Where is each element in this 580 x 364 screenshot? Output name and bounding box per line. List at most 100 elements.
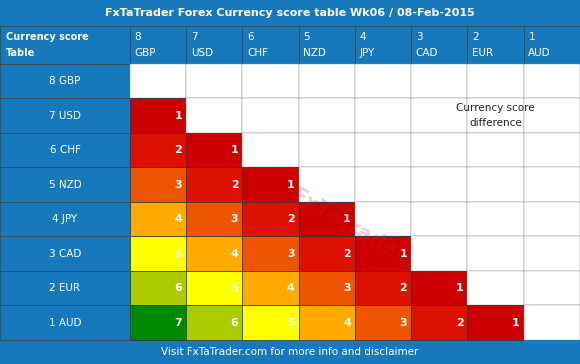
Text: 1: 1 bbox=[456, 283, 463, 293]
Bar bbox=[355, 167, 411, 202]
Text: 6: 6 bbox=[230, 318, 238, 328]
Text: CHF: CHF bbox=[247, 48, 268, 58]
Bar bbox=[130, 305, 186, 340]
Text: 2: 2 bbox=[231, 180, 238, 190]
Bar bbox=[130, 98, 186, 133]
Bar bbox=[299, 237, 355, 271]
Text: 2: 2 bbox=[400, 283, 407, 293]
Text: 4: 4 bbox=[230, 249, 238, 259]
Bar bbox=[524, 202, 580, 237]
Text: AUD: AUD bbox=[528, 48, 551, 58]
Text: Currency score: Currency score bbox=[456, 103, 535, 113]
Text: 7: 7 bbox=[175, 318, 182, 328]
Bar bbox=[355, 202, 411, 237]
Bar bbox=[411, 98, 467, 133]
Bar bbox=[0, 271, 130, 305]
Text: CAD: CAD bbox=[416, 48, 438, 58]
Bar bbox=[299, 133, 355, 167]
Bar bbox=[411, 26, 467, 64]
Text: 3: 3 bbox=[343, 283, 351, 293]
Bar bbox=[524, 133, 580, 167]
Text: 2: 2 bbox=[175, 145, 182, 155]
Text: 8: 8 bbox=[135, 32, 141, 42]
Text: 3: 3 bbox=[287, 249, 295, 259]
Text: 1: 1 bbox=[400, 249, 407, 259]
Bar bbox=[242, 237, 299, 271]
Bar bbox=[355, 64, 411, 98]
Bar bbox=[0, 26, 130, 64]
Bar bbox=[130, 271, 186, 305]
Bar bbox=[355, 98, 411, 133]
Bar bbox=[524, 271, 580, 305]
Bar bbox=[355, 133, 411, 167]
Bar bbox=[186, 237, 242, 271]
Bar bbox=[186, 271, 242, 305]
Bar bbox=[299, 305, 355, 340]
Text: 8 GBP: 8 GBP bbox=[49, 76, 81, 86]
Text: 3 CAD: 3 CAD bbox=[49, 249, 81, 259]
Bar bbox=[242, 271, 299, 305]
Bar bbox=[186, 133, 242, 167]
Bar bbox=[467, 64, 524, 98]
Bar bbox=[524, 26, 580, 64]
Bar bbox=[0, 64, 130, 98]
Bar bbox=[242, 167, 299, 202]
Bar bbox=[467, 26, 524, 64]
Bar bbox=[467, 305, 524, 340]
Text: 1: 1 bbox=[343, 214, 351, 224]
Bar bbox=[467, 271, 524, 305]
Bar bbox=[186, 98, 242, 133]
Bar bbox=[524, 167, 580, 202]
Bar bbox=[0, 340, 580, 364]
Text: 2: 2 bbox=[472, 32, 478, 42]
Text: 4: 4 bbox=[360, 32, 366, 42]
Bar bbox=[0, 0, 580, 26]
Text: 3: 3 bbox=[416, 32, 422, 42]
Text: 5: 5 bbox=[287, 318, 295, 328]
Bar bbox=[467, 202, 524, 237]
Bar bbox=[299, 202, 355, 237]
Text: 5 NZD: 5 NZD bbox=[49, 180, 81, 190]
Bar bbox=[467, 98, 524, 133]
Text: 5: 5 bbox=[175, 249, 182, 259]
Text: USD: USD bbox=[191, 48, 213, 58]
Bar bbox=[130, 26, 186, 64]
Text: 1: 1 bbox=[287, 180, 295, 190]
Bar bbox=[299, 271, 355, 305]
Text: EUR: EUR bbox=[472, 48, 493, 58]
Bar bbox=[130, 64, 186, 98]
Bar bbox=[411, 64, 467, 98]
Bar bbox=[411, 133, 467, 167]
Bar bbox=[524, 305, 580, 340]
Bar bbox=[524, 237, 580, 271]
Text: 6 CHF: 6 CHF bbox=[49, 145, 81, 155]
Bar bbox=[130, 202, 186, 237]
Bar bbox=[186, 305, 242, 340]
Bar bbox=[299, 98, 355, 133]
Bar bbox=[467, 167, 524, 202]
Text: FxTaTrader Forex Currency score table Wk06 / 08-Feb-2015: FxTaTrader Forex Currency score table Wk… bbox=[105, 8, 475, 18]
Text: 2 EUR: 2 EUR bbox=[49, 283, 81, 293]
Bar bbox=[186, 26, 242, 64]
Text: 3: 3 bbox=[231, 214, 238, 224]
Bar bbox=[0, 98, 130, 133]
Text: 2: 2 bbox=[456, 318, 463, 328]
Bar bbox=[524, 98, 580, 133]
Text: 1: 1 bbox=[231, 145, 238, 155]
Text: 6: 6 bbox=[247, 32, 253, 42]
Bar bbox=[524, 64, 580, 98]
Text: GBP: GBP bbox=[135, 48, 156, 58]
Bar bbox=[467, 133, 524, 167]
Bar bbox=[0, 202, 130, 237]
Bar bbox=[355, 271, 411, 305]
Bar bbox=[186, 167, 242, 202]
Bar bbox=[130, 237, 186, 271]
Bar bbox=[242, 305, 299, 340]
Bar bbox=[411, 237, 467, 271]
Text: 5: 5 bbox=[303, 32, 310, 42]
Text: 1 AUD: 1 AUD bbox=[49, 318, 81, 328]
Bar bbox=[411, 202, 467, 237]
Text: 1: 1 bbox=[528, 32, 535, 42]
Bar bbox=[0, 305, 130, 340]
Bar bbox=[299, 26, 355, 64]
